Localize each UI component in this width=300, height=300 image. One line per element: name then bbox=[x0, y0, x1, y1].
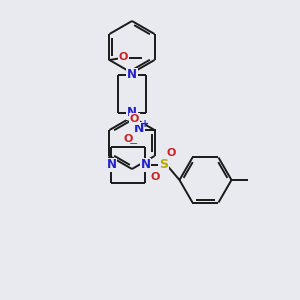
Text: O: O bbox=[151, 172, 160, 182]
Text: N: N bbox=[127, 68, 137, 82]
Text: N: N bbox=[127, 106, 137, 119]
Text: S: S bbox=[159, 158, 168, 172]
Text: O: O bbox=[119, 52, 128, 62]
Text: N: N bbox=[140, 158, 151, 172]
Text: −: − bbox=[129, 139, 138, 149]
Text: O: O bbox=[167, 148, 176, 158]
Text: N: N bbox=[106, 158, 116, 172]
Text: O: O bbox=[124, 134, 133, 144]
Text: N: N bbox=[134, 122, 145, 136]
Text: +: + bbox=[142, 119, 150, 129]
Text: O: O bbox=[130, 114, 139, 124]
